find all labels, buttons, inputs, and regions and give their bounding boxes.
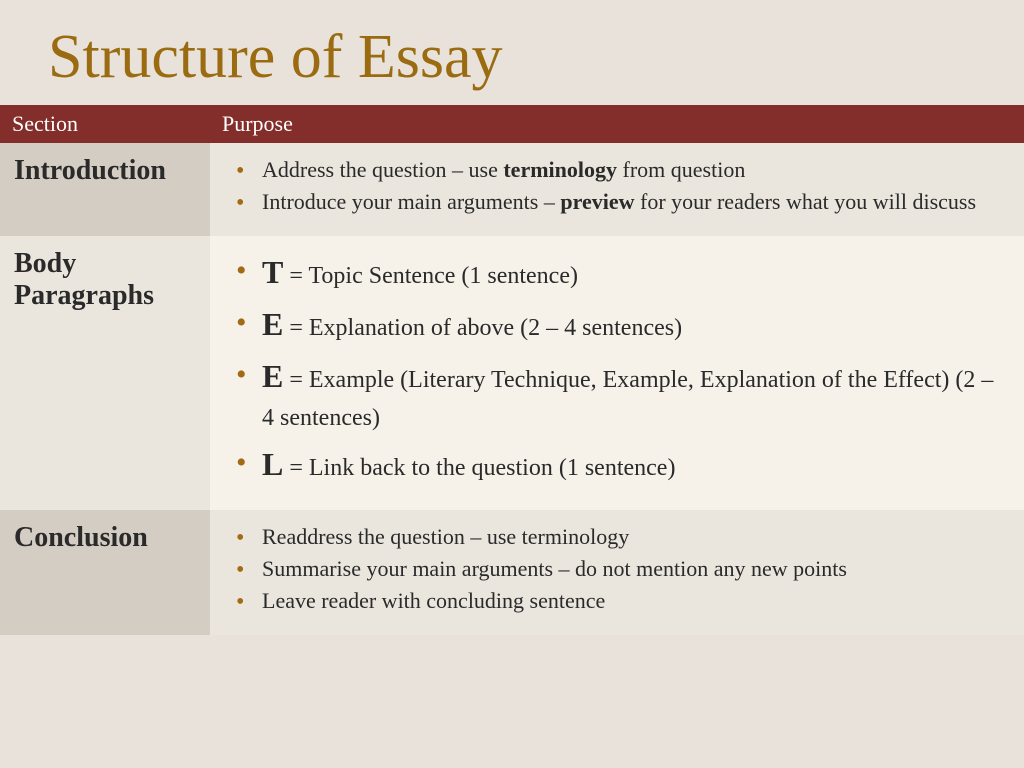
conc-bullet-1: Readdress the question – use terminology [236, 522, 1010, 552]
text: Address the question – use [262, 157, 503, 182]
essay-structure-table: Section Purpose Introduction Address the… [0, 105, 1024, 635]
body-bullet-l: L = Link back to the question (1 sentenc… [236, 440, 1010, 488]
text-bold: preview [560, 189, 634, 214]
teel-letter-t: T [262, 254, 283, 290]
body-bullet-e2: E = Example (Literary Technique, Example… [236, 352, 1010, 436]
section-name-intro: Introduction [14, 155, 196, 187]
conclusion-bullets: Readdress the question – use terminology… [224, 522, 1010, 615]
text: = Example (Literary Technique, Example, … [262, 367, 993, 431]
text-bold: terminology [503, 157, 617, 182]
row-body-paragraphs: Body Paragraphs T = Topic Sentence (1 se… [0, 236, 1024, 510]
text: = Explanation of above (2 – 4 sentences) [283, 315, 682, 341]
teel-letter-e1: E [262, 306, 283, 342]
text: = Topic Sentence (1 sentence) [283, 263, 578, 289]
page-title: Structure of Essay [0, 0, 1024, 105]
intro-bullet-1: Address the question – use terminology f… [236, 155, 1010, 185]
conc-bullet-2: Summarise your main arguments – do not m… [236, 554, 1010, 584]
body-bullet-t: T = Topic Sentence (1 sentence) [236, 248, 1010, 296]
row-introduction: Introduction Address the question – use … [0, 143, 1024, 236]
header-purpose: Purpose [210, 105, 1024, 143]
section-name-body: Body Paragraphs [14, 248, 196, 312]
intro-bullet-2: Introduce your main arguments – preview … [236, 187, 1010, 217]
body-bullet-e1: E = Explanation of above (2 – 4 sentence… [236, 300, 1010, 348]
section-name-conclusion: Conclusion [14, 522, 196, 554]
body-bullets: T = Topic Sentence (1 sentence) E = Expl… [224, 248, 1010, 488]
text: Introduce your main arguments – [262, 189, 560, 214]
teel-letter-l: L [262, 446, 283, 482]
table-header-row: Section Purpose [0, 105, 1024, 143]
text: from question [617, 157, 745, 182]
text: = Link back to the question (1 sentence) [283, 455, 675, 481]
row-conclusion: Conclusion Readdress the question – use … [0, 510, 1024, 635]
conc-bullet-3: Leave reader with concluding sentence [236, 586, 1010, 616]
header-section: Section [0, 105, 210, 143]
text: for your readers what you will discuss [635, 189, 977, 214]
teel-letter-e2: E [262, 358, 283, 394]
intro-bullets: Address the question – use terminology f… [224, 155, 1010, 216]
